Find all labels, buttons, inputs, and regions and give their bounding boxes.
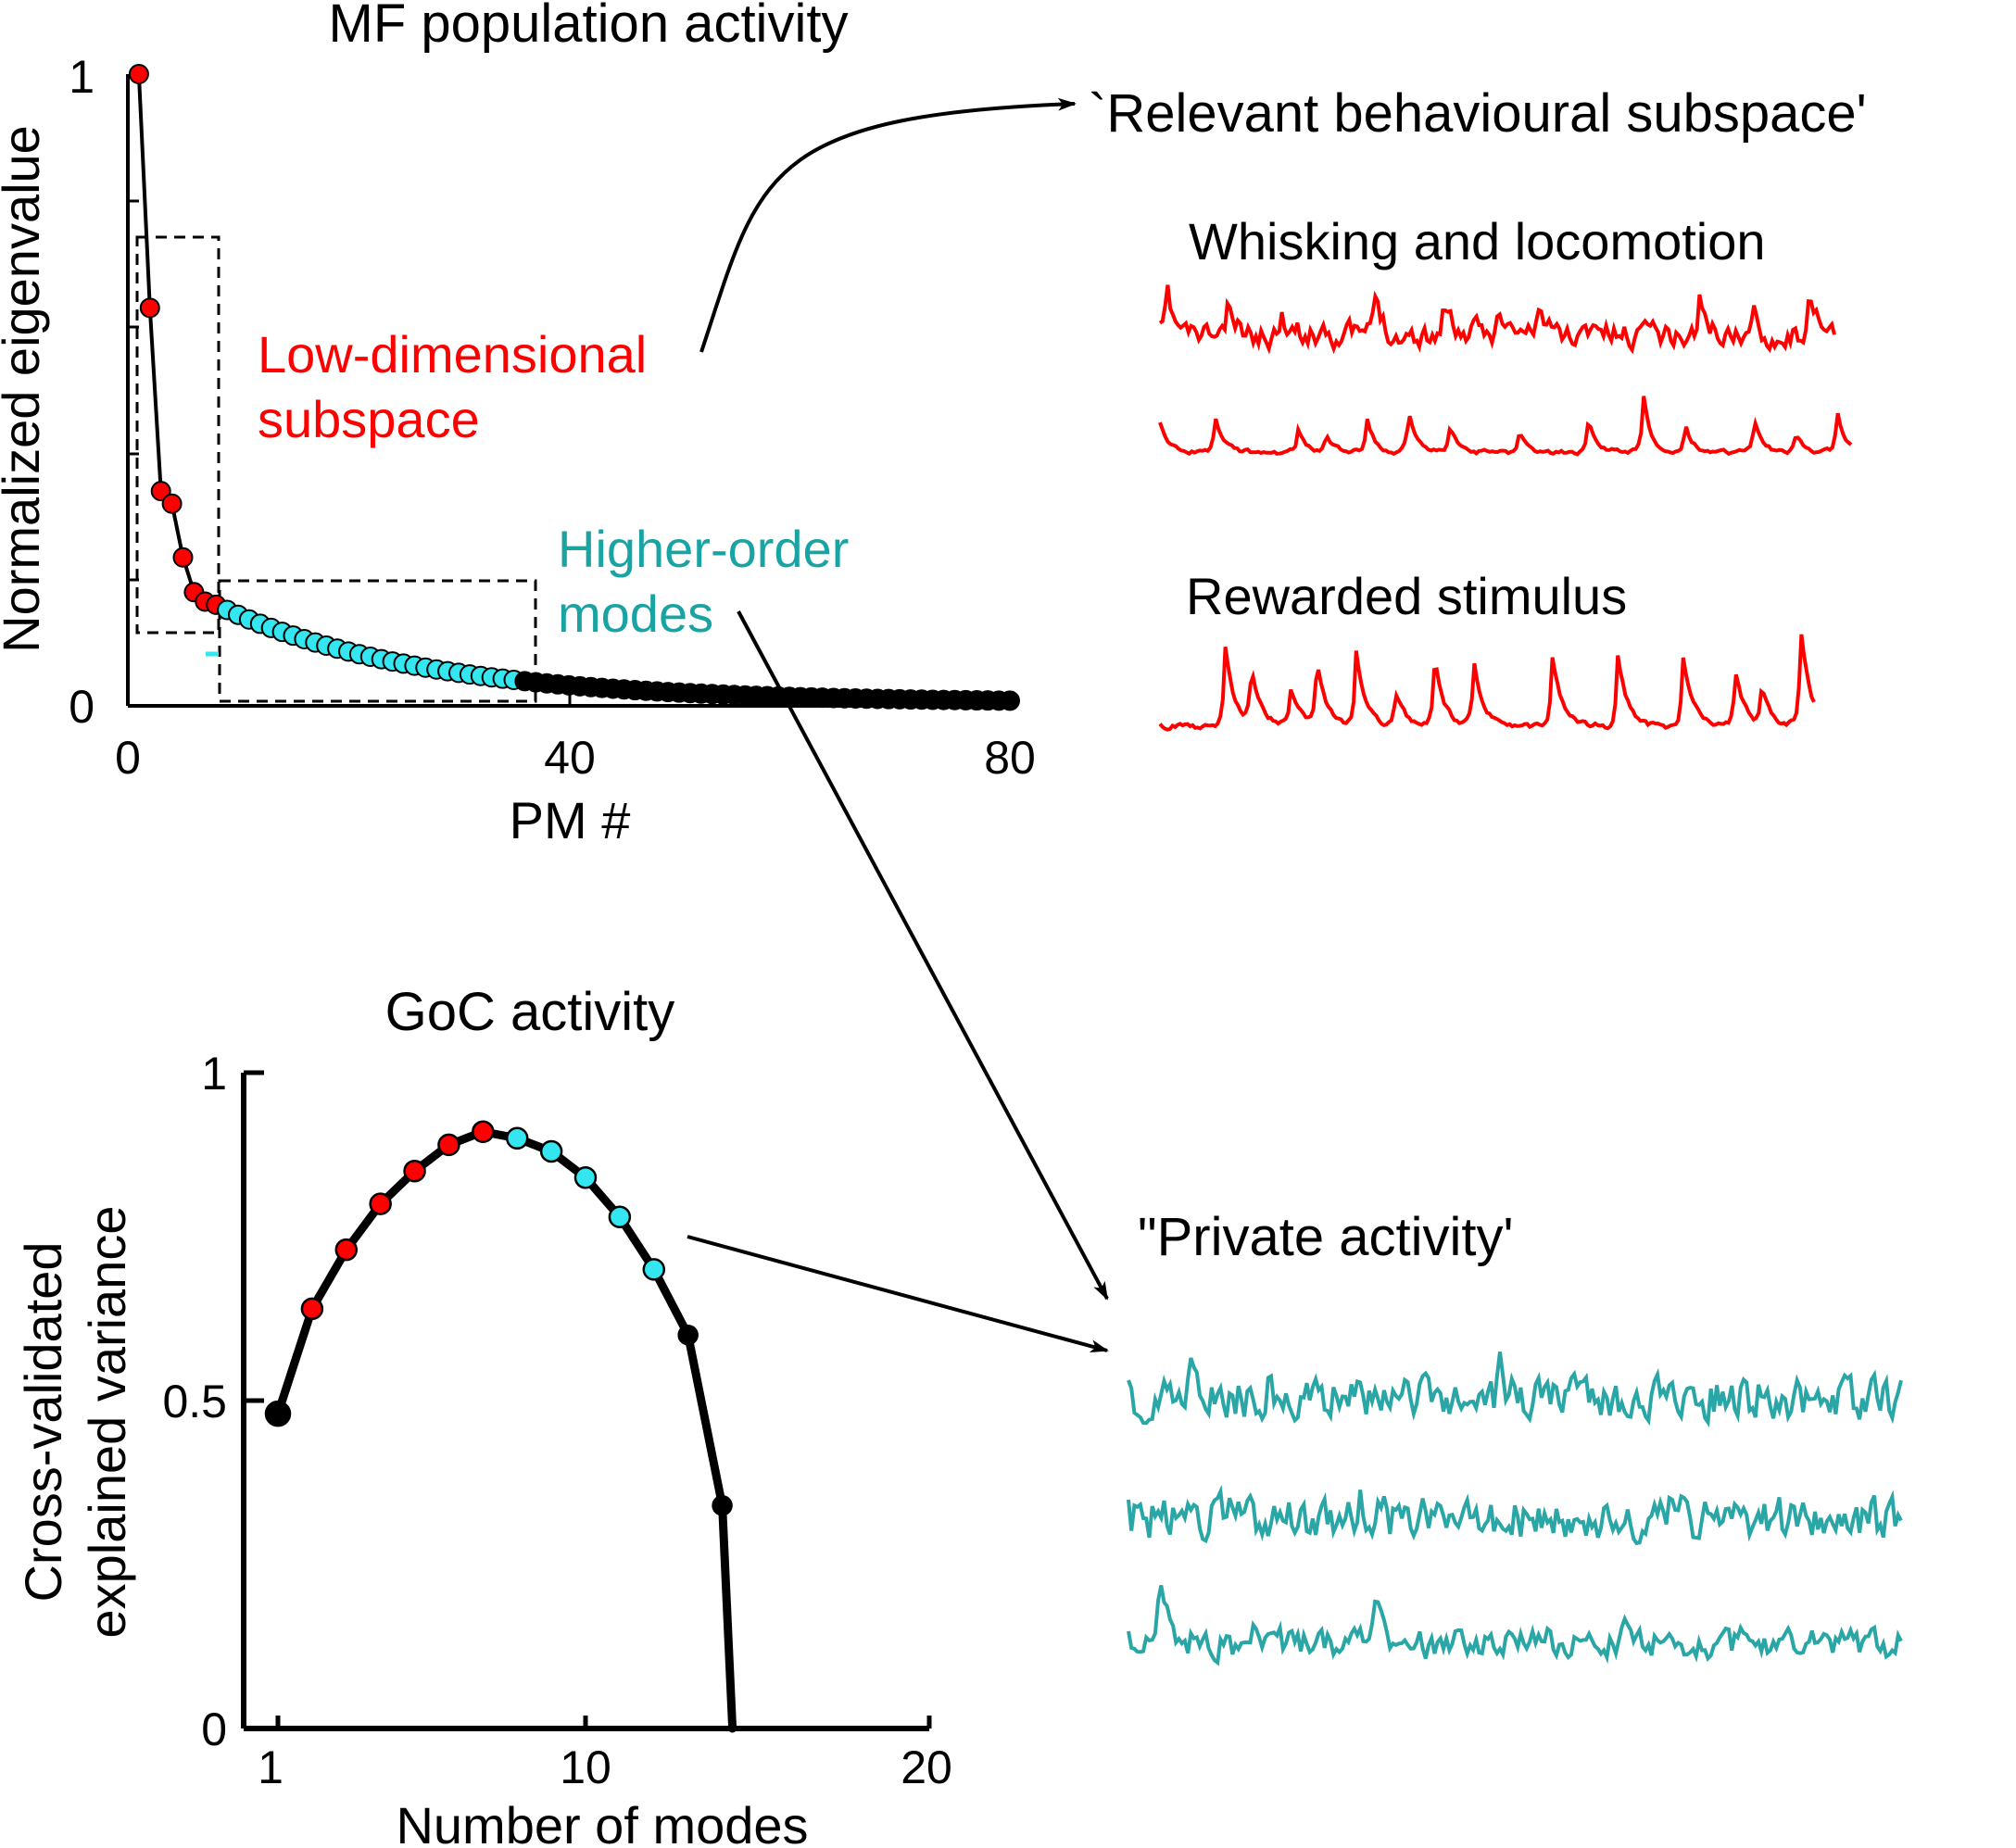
private-trace-3 <box>1127 1585 1903 1666</box>
mf-point-5 <box>172 547 194 568</box>
goc-y-axis-label-2: explained variance <box>78 1206 136 1639</box>
mf-y-tick-0: 0 <box>69 681 94 733</box>
mf-point-80 <box>1000 690 1020 711</box>
goc-point-2 <box>300 1297 324 1321</box>
private-trace-1 <box>1127 1351 1903 1427</box>
mf-eigenvalue-chart: MF population activity 0 40 80 0 1 PM # … <box>0 0 1036 849</box>
mf-y-axis-label: Normalized eigenvalue <box>0 125 50 653</box>
low-dim-box <box>135 235 220 635</box>
mf-x-tick-40: 40 <box>544 732 596 784</box>
goc-y-tick-05: 0.5 <box>162 1376 227 1427</box>
goc-x-tick-20: 20 <box>901 1741 952 1793</box>
goc-variance-chart: GoC activity 0 0.5 1 1 10 20 Number of m… <box>14 982 952 1848</box>
goc-point-6 <box>437 1133 460 1157</box>
reward-trace <box>1158 634 1816 732</box>
goc-point-10 <box>573 1166 598 1189</box>
goc-point-1 <box>264 1400 292 1427</box>
higher-order-box <box>218 579 537 703</box>
mf-x-tick-0: 0 <box>115 732 141 784</box>
goc-point-14 <box>712 1495 733 1516</box>
low-dim-label-2: subspace <box>258 390 480 448</box>
goc-y-tick-1: 1 <box>201 1048 227 1100</box>
mf-chart-title: MF population activity <box>329 0 849 54</box>
whisking-trace <box>1158 284 1836 355</box>
mf-y-tick-1: 1 <box>69 51 94 103</box>
goc-point-5 <box>403 1159 426 1183</box>
goc-point-3 <box>334 1238 359 1262</box>
goc-point-8 <box>505 1126 529 1150</box>
private-activity-title: "Private activity' <box>1138 1207 1514 1267</box>
locomotion-trace <box>1158 396 1853 457</box>
goc-point-9 <box>539 1139 563 1163</box>
goc-variance-points <box>264 1120 733 1516</box>
goc-variance-curve <box>273 1127 737 1733</box>
mf-y-minor-ticks <box>128 199 572 706</box>
higher-order-label-2: modes <box>558 585 713 643</box>
goc-point-4 <box>369 1192 392 1215</box>
reward-label: Rewarded stimulus <box>1186 567 1627 625</box>
goc-point-12 <box>642 1258 666 1281</box>
arrow-to-behavioural <box>699 97 1077 353</box>
mf-eigen-points <box>128 64 1020 711</box>
mf-point-4 <box>161 493 183 514</box>
goc-x-tick-1: 1 <box>258 1741 284 1793</box>
arrow-higher-order-to-private <box>737 610 1109 1301</box>
whisk-label: Whisking and locomotion <box>1189 212 1766 270</box>
arrow-goc-to-private <box>687 1235 1109 1353</box>
mf-x-axis-label: PM # <box>510 791 631 849</box>
goc-x-tick-10: 10 <box>560 1741 611 1793</box>
goc-point-13 <box>677 1324 699 1346</box>
goc-point-7 <box>472 1120 495 1143</box>
private-trace-2 <box>1127 1484 1903 1546</box>
higher-order-label-1: Higher-order <box>558 520 849 578</box>
mf-point-2 <box>139 297 160 319</box>
mf-point-1 <box>128 64 149 84</box>
goc-y-tick-0: 0 <box>201 1703 227 1755</box>
goc-y-axis-label-1: Cross-validated <box>14 1241 72 1602</box>
low-dim-label-1: Low-dimensional <box>258 325 647 383</box>
mf-x-tick-80: 80 <box>984 732 1036 784</box>
behav-subspace-title: `Relevant behavioural subspace' <box>1089 83 1867 144</box>
goc-chart-title: GoC activity <box>385 982 675 1042</box>
goc-ticks <box>244 1070 932 1729</box>
goc-x-axis-label: Number of modes <box>396 1796 808 1848</box>
goc-point-11 <box>608 1205 632 1229</box>
right-panel: `Relevant behavioural subspace' Whisking… <box>687 83 1903 1666</box>
mf-point-3 <box>150 481 171 502</box>
